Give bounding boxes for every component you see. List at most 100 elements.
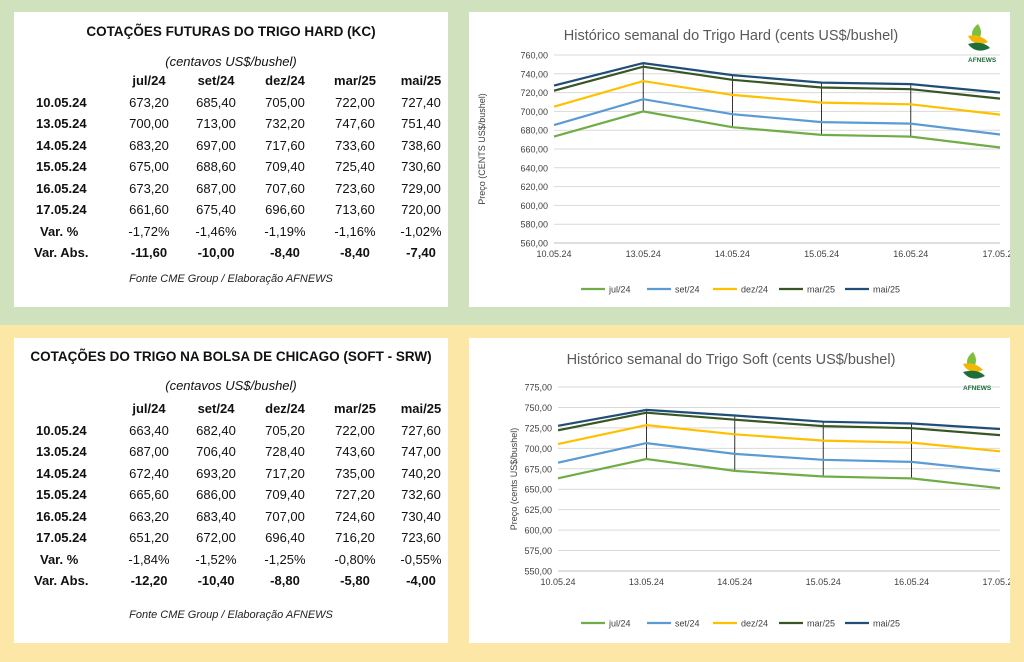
table-cell: -1,46%: [195, 223, 237, 239]
series-line-mar-25: [553, 65, 1001, 100]
var-abs-label: Var. Abs.: [34, 245, 89, 260]
table-cell: 743,60: [335, 444, 375, 459]
y-tick-label: 600,00: [520, 201, 548, 211]
table-cell: 732,60: [401, 487, 441, 502]
legend-label: mar/25: [807, 619, 835, 629]
y-tick-label: 625,00: [524, 505, 552, 515]
row-date-label: 16.05.24: [36, 180, 87, 196]
legend-label: mai/25: [873, 285, 900, 295]
y-tick-label: 580,00: [520, 220, 548, 230]
table-cell: 675,00: [129, 159, 169, 174]
row-date-label: 15.05.24: [36, 487, 87, 502]
soft-chart-panel: Histórico semanal do Trigo Soft (cents U…: [469, 338, 1010, 643]
soft-chart: Histórico semanal do Trigo Soft (cents U…: [509, 352, 1010, 629]
table-cell: 722,00: [335, 94, 375, 110]
hard-table-unit: (centavos US$/bushel): [165, 54, 297, 69]
x-tick-label: 15.05.24: [806, 577, 841, 587]
table-cell: 672,00: [196, 530, 236, 545]
table-cell: 735,00: [335, 465, 375, 481]
table-cell: 700,00: [129, 116, 169, 131]
legend-label: jul/24: [608, 619, 631, 629]
legend-label: dez/24: [741, 285, 768, 295]
legend-label: mar/25: [807, 285, 835, 295]
table-cell: 730,60: [401, 159, 441, 174]
table-cell: -11,60: [130, 245, 168, 260]
series-line-mai-25: [553, 61, 1001, 94]
table-cell: 732,20: [265, 116, 305, 131]
series-line-set-24: [557, 441, 1001, 473]
soft-table-source: Fonte CME Group / Elaboração AFNEWS: [129, 609, 333, 621]
table-cell: -1,84%: [128, 551, 170, 567]
y-tick-label: 575,00: [524, 546, 552, 556]
table-cell: 717,60: [265, 137, 305, 153]
y-tick-label: 760,00: [520, 51, 548, 61]
table-cell: -1,16%: [334, 223, 376, 239]
row-date-label: 15.05.24: [36, 159, 87, 174]
row-date-label: 13.05.24: [36, 444, 87, 459]
row-date-label: 17.05.24: [36, 530, 87, 545]
column-header: set/24: [197, 401, 235, 416]
table-cell: 722,00: [335, 422, 375, 438]
table-cell: 697,00: [196, 137, 236, 153]
column-header: mar/25: [334, 401, 376, 416]
y-tick-label: 675,00: [524, 464, 552, 474]
table-cell: 724,60: [335, 508, 375, 524]
x-tick-label: 16.05.24: [893, 249, 928, 259]
table-cell: 728,40: [265, 444, 305, 459]
table-cell: 707,60: [265, 180, 305, 196]
table-cell: -1,52%: [195, 551, 237, 567]
table-cell: 727,40: [401, 94, 441, 110]
table-cell: -1,72%: [128, 223, 170, 239]
x-tick-label: 13.05.24: [629, 577, 664, 587]
table-cell: 687,00: [129, 444, 169, 459]
hard-table-source: Fonte CME Group / Elaboração AFNEWS: [129, 273, 333, 285]
table-cell: 683,20: [129, 137, 169, 153]
column-header: mai/25: [400, 73, 442, 88]
soft-table-unit: (centavos US$/bushel): [165, 378, 297, 393]
table-cell: 713,00: [196, 116, 236, 131]
table-cell: 661,60: [129, 202, 169, 217]
table-cell: -0,80%: [334, 551, 376, 567]
table-cell: 740,20: [401, 465, 441, 481]
wheat-leaf-icon: AFNEWS: [963, 352, 992, 392]
table-cell: 720,00: [401, 202, 441, 217]
y-tick-label: 775,00: [524, 383, 552, 393]
chart-title: Histórico semanal do Trigo Soft (cents U…: [567, 352, 896, 368]
column-header: dez/24: [265, 73, 305, 88]
var-abs-label: Var. Abs.: [34, 573, 89, 588]
afnews-logo: AFNEWS: [955, 348, 995, 394]
table-cell: 687,00: [196, 180, 236, 196]
table-cell: 682,40: [196, 422, 236, 438]
row-date-label: 10.05.24: [36, 94, 87, 110]
table-cell: -8,40: [340, 245, 370, 260]
table-cell: 747,00: [401, 444, 441, 459]
y-tick-label: 740,00: [520, 69, 548, 79]
series-line-dez-24: [553, 79, 1001, 116]
table-cell: 716,20: [335, 530, 375, 545]
table-cell: -1,19%: [264, 223, 306, 239]
svg-text:AFNEWS: AFNEWS: [968, 57, 997, 64]
y-tick-label: 750,00: [524, 403, 552, 413]
y-tick-label: 640,00: [520, 163, 548, 173]
x-tick-label: 17.05.24: [982, 249, 1010, 259]
row-date-label: 14.05.24: [36, 137, 87, 153]
y-tick-label: 700,00: [524, 444, 552, 454]
row-date-label: 10.05.24: [36, 422, 87, 438]
hard-quotes-table-panel: COTAÇÕES FUTURAS DO TRIGO HARD (KC) (cen…: [14, 12, 448, 307]
column-header: dez/24: [265, 401, 305, 416]
series-line-mai-25: [557, 408, 1001, 431]
table-cell: 723,60: [335, 180, 375, 196]
x-tick-label: 10.05.24: [536, 249, 571, 259]
y-tick-label: 700,00: [520, 107, 548, 117]
x-tick-label: 10.05.24: [540, 577, 575, 587]
hard-chart: Histórico semanal do Trigo Hard (cents U…: [477, 28, 1010, 295]
row-date-label: 17.05.24: [36, 202, 87, 217]
series-line-jul-24: [553, 110, 1001, 149]
var-pct-label: Var. %: [40, 223, 79, 239]
chart-title: Histórico semanal do Trigo Hard (cents U…: [564, 28, 898, 44]
table-cell: 705,20: [265, 422, 305, 438]
table-cell: 730,40: [401, 508, 441, 524]
legend-label: dez/24: [741, 619, 768, 629]
table-cell: 751,40: [401, 116, 441, 131]
y-tick-label: 650,00: [524, 485, 552, 495]
